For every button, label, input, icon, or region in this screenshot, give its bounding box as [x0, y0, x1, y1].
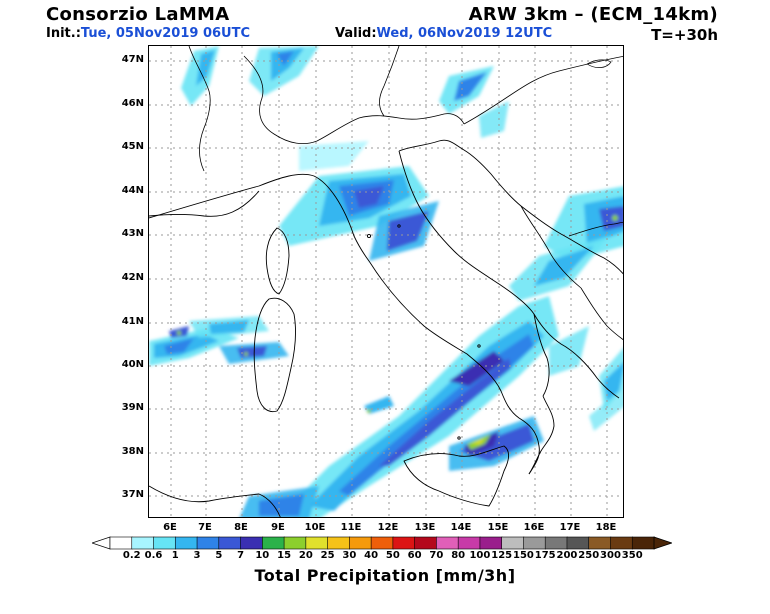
lat-label-39n: 39N [121, 402, 144, 413]
colorbar-level-label: 40 [364, 550, 379, 561]
lat-label-42n: 42N [121, 272, 144, 283]
lead-time: T=+30h [651, 26, 718, 44]
colorbar-swatch [544, 536, 568, 550]
colorbar-level-label: 20 [298, 550, 313, 561]
colorbar-level-label: 60 [407, 550, 422, 561]
lat-label-41n: 41N [121, 316, 144, 327]
colorbar-level-label: 5 [215, 550, 223, 561]
lon-label-13e: 13E [414, 522, 436, 533]
colorbar-min-arrow [92, 536, 111, 550]
colorbar-level-label: 350 [621, 550, 643, 561]
colorbar-level-label: 150 [513, 550, 534, 561]
init-time: Init.:Tue, 05Nov2019 06UTC [46, 26, 250, 41]
colorbar-level-label: 70 [429, 550, 444, 561]
lon-label-11e: 11E [340, 522, 362, 533]
colorbar-level-label: 100 [469, 550, 491, 561]
colorbar-level-label: 15 [277, 550, 292, 561]
lon-label-14e: 14E [450, 522, 472, 533]
lon-label-8e: 8E [234, 522, 248, 533]
init-value: Tue, 05Nov2019 06UTC [80, 26, 251, 41]
lon-label-16e: 16E [523, 522, 545, 533]
precipitation-colorbar [92, 536, 672, 550]
colorbar-swatch [349, 536, 372, 550]
valid-time: Valid:Wed, 06Nov2019 12UTC [335, 26, 552, 41]
colorbar-level-label: 50 [385, 550, 400, 561]
lat-label-46n: 46N [121, 98, 144, 109]
colorbar-swatch [566, 536, 590, 550]
colorbar-swatch [523, 536, 547, 550]
colorbar-level-label: 7 [237, 550, 245, 561]
colorbar-swatch [240, 536, 264, 550]
map-canvas [149, 46, 623, 517]
lat-label-37n: 37N [121, 489, 144, 500]
lon-label-17e: 17E [559, 522, 581, 533]
valid-label: Valid: [335, 26, 377, 41]
colorbar-swatch [153, 536, 177, 550]
colorbar-swatch [392, 536, 416, 550]
colorbar-swatch [109, 536, 133, 550]
map-gridlines [149, 46, 623, 517]
colorbar-level-label: 80 [451, 550, 466, 561]
lon-label-15e: 15E [487, 522, 509, 533]
colorbar-swatch [305, 536, 329, 550]
precipitation-field [149, 46, 623, 517]
colorbar-swatch [610, 536, 634, 550]
colorbar-swatch [196, 536, 220, 550]
colorbar-level-label: 25 [320, 550, 335, 561]
colorbar-level-label: 1 [171, 550, 179, 561]
colorbar-swatch [370, 536, 394, 550]
colorbar-swatch [436, 536, 459, 550]
colorbar-swatch [457, 536, 481, 550]
colorbar-level-label: 250 [578, 550, 600, 561]
colorbar-swatch [174, 536, 198, 550]
colorbar-swatch [588, 536, 612, 550]
init-label: Init.: [46, 26, 81, 41]
lat-label-43n: 43N [121, 228, 144, 239]
lon-label-7e: 7E [198, 522, 212, 533]
colorbar-level-label: 0.6 [144, 550, 163, 561]
colorbar-swatch [218, 536, 242, 550]
lon-label-6e: 6E [163, 522, 177, 533]
colorbar-swatch [479, 536, 503, 550]
precipitation-map [148, 45, 624, 518]
colorbar-swatch [131, 536, 155, 550]
lon-label-18e: 18E [595, 522, 617, 533]
colorbar-swatch [414, 536, 438, 550]
lat-label-45n: 45N [121, 141, 144, 152]
colorbar-level-label: 10 [255, 550, 270, 561]
colorbar-level-label: 125 [491, 550, 513, 561]
colorbar-level-label: 30 [342, 550, 357, 561]
valid-value: Wed, 06Nov2019 12UTC [376, 26, 553, 41]
source-title: Consorzio LaMMA [46, 4, 230, 25]
lon-label-9e: 9E [271, 522, 285, 533]
coastlines [149, 46, 623, 517]
lat-label-40n: 40N [121, 359, 144, 370]
lon-label-12e: 12E [377, 522, 399, 533]
colorbar-level-label: 200 [556, 550, 578, 561]
colorbar-level-label: 175 [534, 550, 556, 561]
colorbar-swatch [501, 536, 525, 550]
colorbar-level-label: 3 [193, 550, 201, 561]
colorbar-title: Total Precipitation [mm/3h] [254, 566, 516, 585]
colorbar-swatch [262, 536, 285, 550]
colorbar-level-label: 300 [600, 550, 621, 561]
colorbar-level-label: 0.2 [122, 550, 141, 561]
colorbar-swatch [283, 536, 307, 550]
lon-label-10e: 10E [304, 522, 326, 533]
colorbar-max-arrow [653, 536, 672, 550]
lat-label-47n: 47N [121, 54, 144, 65]
colorbar-swatch [327, 536, 351, 550]
model-title: ARW 3km – (ECM_14km) [468, 4, 718, 25]
lat-label-44n: 44N [121, 185, 144, 196]
lat-label-38n: 38N [121, 446, 144, 457]
colorbar-swatch [631, 536, 655, 550]
